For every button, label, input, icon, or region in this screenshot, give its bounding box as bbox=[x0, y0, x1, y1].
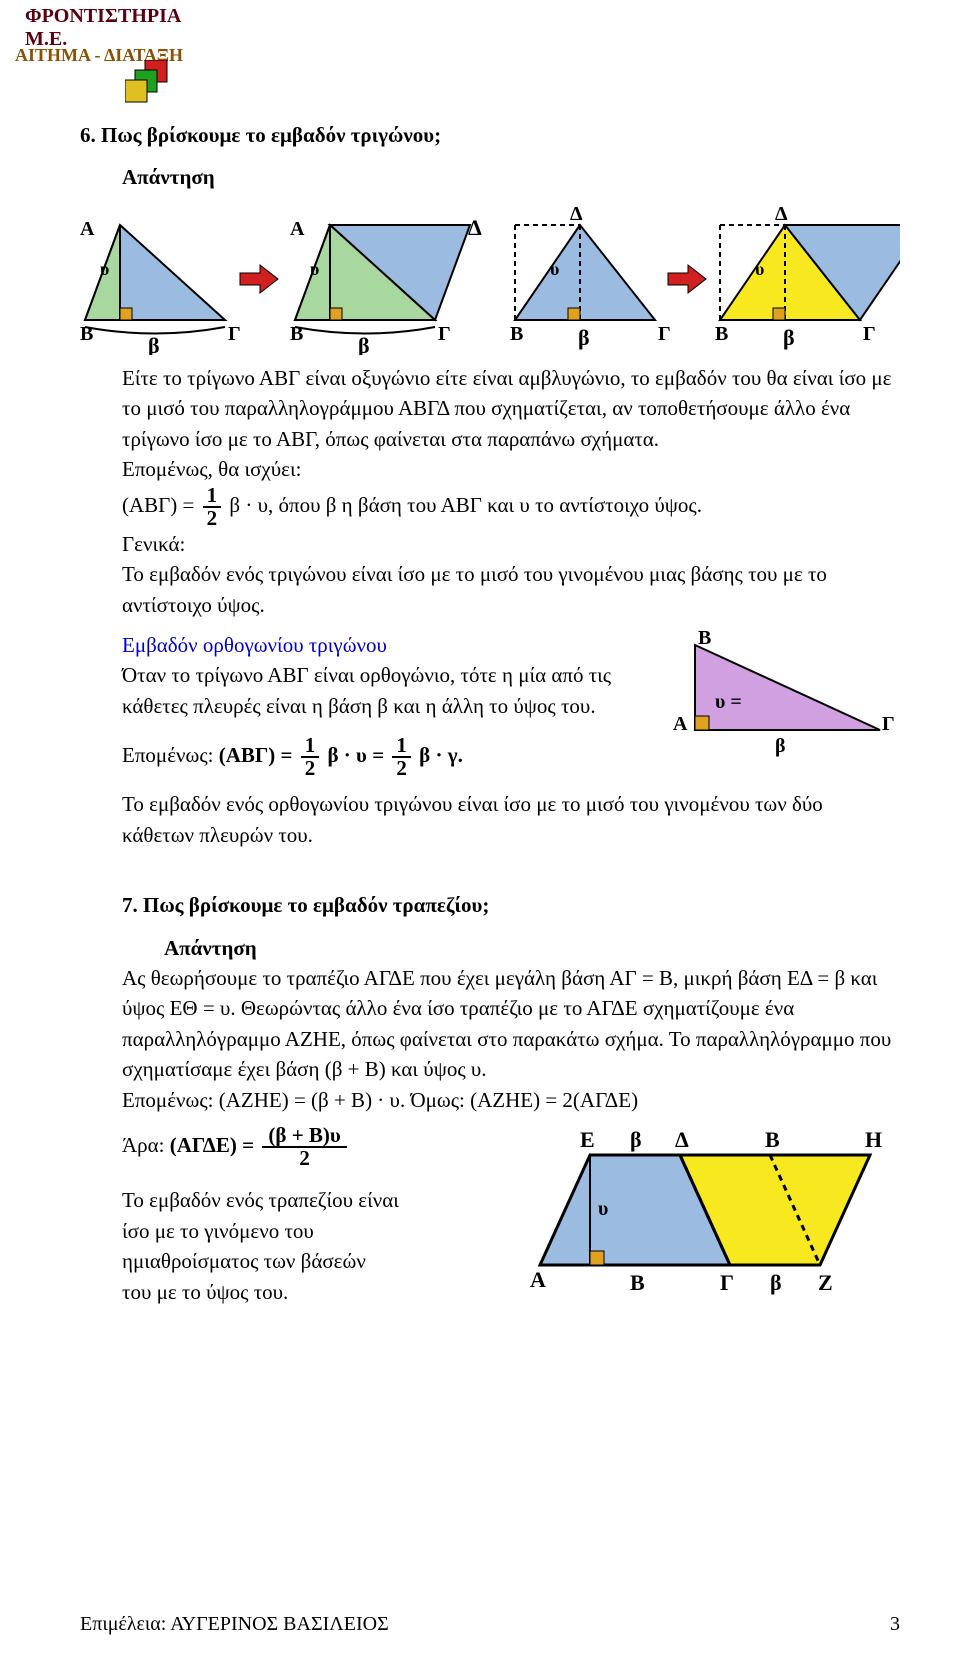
q6-figure-row: Α υ Β Γ β Α Δ υ Β Γ bbox=[80, 205, 900, 355]
footer: Επιμέλεια: ΑΥΓΕΡΙΝΟΣ ΒΑΣΙΛΕΙΟΣ 3 bbox=[80, 1613, 900, 1636]
svg-text:Β: Β bbox=[698, 630, 711, 649]
svg-text:Γ: Γ bbox=[720, 1270, 734, 1295]
svg-text:β: β bbox=[148, 333, 160, 355]
svg-text:Β: Β bbox=[630, 1270, 645, 1295]
svg-text:υ: υ bbox=[550, 259, 559, 279]
svg-text:υ: υ bbox=[598, 1198, 608, 1220]
svg-text:Η: Η bbox=[865, 1127, 882, 1152]
footer-credit: Επιμέλεια: ΑΥΓΕΡΙΝΟΣ ΒΑΣΙΛΕΙΟΣ bbox=[80, 1613, 389, 1636]
svg-text:β: β bbox=[770, 1270, 782, 1295]
svg-text:β: β bbox=[783, 325, 795, 350]
q6-p1-block: Είτε το τρίγωνο ΑΒΓ είναι οξυγώνιο είτε … bbox=[122, 363, 900, 620]
svg-text:Α: Α bbox=[673, 713, 688, 735]
svg-text:Δ: Δ bbox=[775, 205, 788, 225]
q6-p3: Το εμβαδόν ενός ορθογωνίου τριγώνου είνα… bbox=[122, 789, 900, 850]
q7-answer-label: Απάντηση bbox=[164, 933, 900, 963]
lbl-A: Α bbox=[80, 218, 95, 240]
svg-text:Β: Β bbox=[80, 323, 93, 345]
q6-p1c: Γενικά: Το εμβαδόν ενός τριγώνου είναι ί… bbox=[122, 529, 900, 620]
q6-answer-label: Απάντηση bbox=[122, 162, 900, 192]
svg-text:β: β bbox=[630, 1127, 642, 1152]
svg-text:Δ: Δ bbox=[468, 215, 482, 240]
q7-bottom-block: Ε β Δ Β Η Α Β Γ β Ζ υ Άρα: (ΑΓΔΕ) = (β +… bbox=[122, 1125, 900, 1307]
svg-text:Α: Α bbox=[290, 218, 305, 240]
page-content: 6. Πως βρίσκουμε το εμβαδόν τριγώνου; Απ… bbox=[80, 120, 900, 1307]
q6-formula1: (ΑΒΓ) = 12 β · υ, όπου β η βάση του ΑΒΓ … bbox=[122, 485, 900, 529]
svg-text:Δ: Δ bbox=[570, 205, 583, 225]
svg-text:υ: υ bbox=[100, 259, 109, 279]
svg-text:Α: Α bbox=[530, 1267, 546, 1292]
svg-text:Δ: Δ bbox=[675, 1127, 689, 1152]
logo-squares bbox=[125, 60, 185, 105]
svg-text:Β: Β bbox=[715, 323, 728, 345]
svg-text:Β: Β bbox=[765, 1127, 780, 1152]
q7-p1: Ας θεωρήσουμε το τραπέζιο ΑΓΔΕ που έχει … bbox=[122, 963, 900, 1115]
svg-text:Γ: Γ bbox=[882, 713, 895, 735]
q6-triangles-svg: Α υ Β Γ β Α Δ υ Β Γ bbox=[80, 205, 900, 355]
q7-title: 7. Πως βρίσκουμε το εμβαδόν τραπεζίου; bbox=[122, 890, 900, 920]
svg-text:Ζ: Ζ bbox=[818, 1270, 833, 1295]
svg-text:υ: υ bbox=[755, 259, 764, 279]
q6-p1: Είτε το τρίγωνο ΑΒΓ είναι οξυγώνιο είτε … bbox=[122, 363, 900, 485]
svg-text:β: β bbox=[358, 333, 370, 355]
q6-title: 6. Πως βρίσκουμε το εμβαδόν τριγώνου; bbox=[80, 120, 900, 150]
svg-text:β: β bbox=[775, 735, 786, 757]
q6-right-triangle-svg: Β Α Γ υ = β bbox=[670, 630, 900, 760]
q6-right-triangle-block: Β Α Γ υ = β Εμβαδόν ορθογωνίου τριγώνου … bbox=[122, 630, 900, 779]
svg-text:β: β bbox=[578, 325, 590, 350]
svg-text:Β: Β bbox=[290, 323, 303, 345]
svg-text:Γ: Γ bbox=[658, 323, 671, 345]
svg-text:Ε: Ε bbox=[580, 1127, 595, 1152]
q7-trapezoid-svg: Ε β Δ Β Η Α Β Γ β Ζ υ bbox=[520, 1125, 900, 1305]
svg-text:υ =: υ = bbox=[715, 691, 742, 713]
svg-text:υ: υ bbox=[310, 259, 319, 279]
page-number: 3 bbox=[890, 1613, 900, 1636]
logo: ΦΡΟΝΤΙΣΤΗΡΙΑ Μ.Ε. ΑΙΤΗΜΑ - ΔΙΑΤΑΞΗ bbox=[25, 5, 205, 95]
svg-text:Β: Β bbox=[510, 323, 523, 345]
svg-text:Γ: Γ bbox=[228, 323, 241, 345]
svg-text:Γ: Γ bbox=[863, 323, 876, 345]
svg-text:Γ: Γ bbox=[438, 323, 451, 345]
